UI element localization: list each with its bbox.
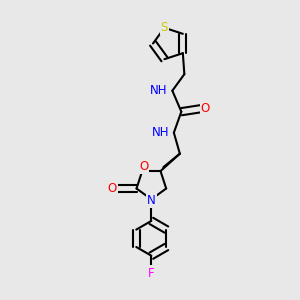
Text: F: F <box>148 267 155 280</box>
Text: O: O <box>201 102 210 115</box>
Text: O: O <box>108 182 117 195</box>
Text: NH: NH <box>150 84 168 97</box>
Text: N: N <box>147 194 156 207</box>
Text: NH: NH <box>152 126 169 139</box>
Text: S: S <box>161 21 168 34</box>
Text: O: O <box>139 160 148 173</box>
